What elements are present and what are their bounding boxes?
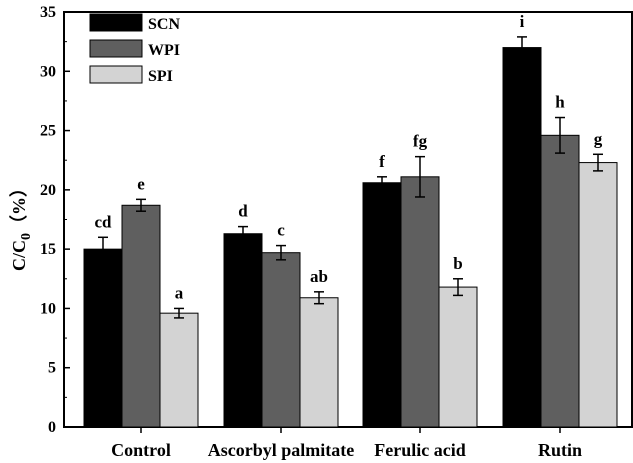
bar-scn [502, 47, 542, 428]
y-tick-label: 30 [40, 63, 56, 80]
bar-scn [362, 182, 402, 428]
x-category-label: Rutin [538, 440, 582, 460]
y-tick-label: 15 [40, 241, 56, 258]
significance-label: b [453, 254, 462, 273]
significance-label: ab [310, 267, 328, 286]
significance-label: a [175, 283, 184, 302]
x-category-label: Control [111, 440, 171, 460]
bar-wpi [121, 204, 161, 428]
bar-wpi [261, 252, 301, 428]
y-tick-label: 25 [40, 123, 56, 140]
x-category-label: Ascorbyl palmitate [208, 440, 354, 460]
x-category-label: Ferulic acid [374, 440, 465, 460]
y-axis-label-subscript: 0 [19, 233, 34, 240]
x-axis: Control Ascorbyl palmitate Ferulic acid Rut… [111, 427, 582, 460]
y-tick-label: 35 [40, 4, 56, 21]
y-tick-label: 0 [48, 419, 56, 436]
significance-label: i [520, 12, 525, 31]
bars: cd e a d c ab f fg b i h g [83, 12, 618, 428]
legend-label: WPI [148, 42, 180, 59]
significance-label: g [594, 129, 603, 148]
legend: SCN WPI SPI [89, 13, 180, 85]
y-tick-label: 5 [48, 360, 56, 377]
legend-label: SPI [148, 68, 173, 85]
significance-label: cd [95, 212, 113, 231]
significance-label: e [137, 174, 145, 193]
significance-label: fg [413, 132, 428, 151]
bar-spi [578, 162, 618, 428]
bar-wpi [400, 176, 440, 428]
bar-spi [438, 286, 478, 428]
significance-label: h [555, 93, 565, 112]
y-axis-label-unit: （%） [9, 179, 29, 233]
y-axis-label: C/C0（%） [9, 179, 34, 271]
bar-wpi [540, 134, 580, 428]
y-axis: 0 5 10 15 20 25 30 35 [40, 4, 70, 436]
bar-spi [159, 312, 199, 428]
bar-scn [223, 233, 263, 428]
significance-label: f [379, 152, 385, 171]
y-axis-label-main: C/C [9, 240, 29, 271]
legend-swatch-spi [89, 65, 143, 84]
y-tick-label: 10 [40, 300, 56, 317]
bar-spi [299, 297, 339, 428]
legend-swatch-wpi [89, 39, 143, 58]
significance-label: d [238, 202, 248, 221]
legend-swatch-scn [89, 13, 143, 32]
legend-label: SCN [148, 16, 180, 33]
significance-label: c [277, 221, 285, 240]
y-tick-label: 20 [40, 182, 56, 199]
bar-scn [83, 248, 123, 428]
